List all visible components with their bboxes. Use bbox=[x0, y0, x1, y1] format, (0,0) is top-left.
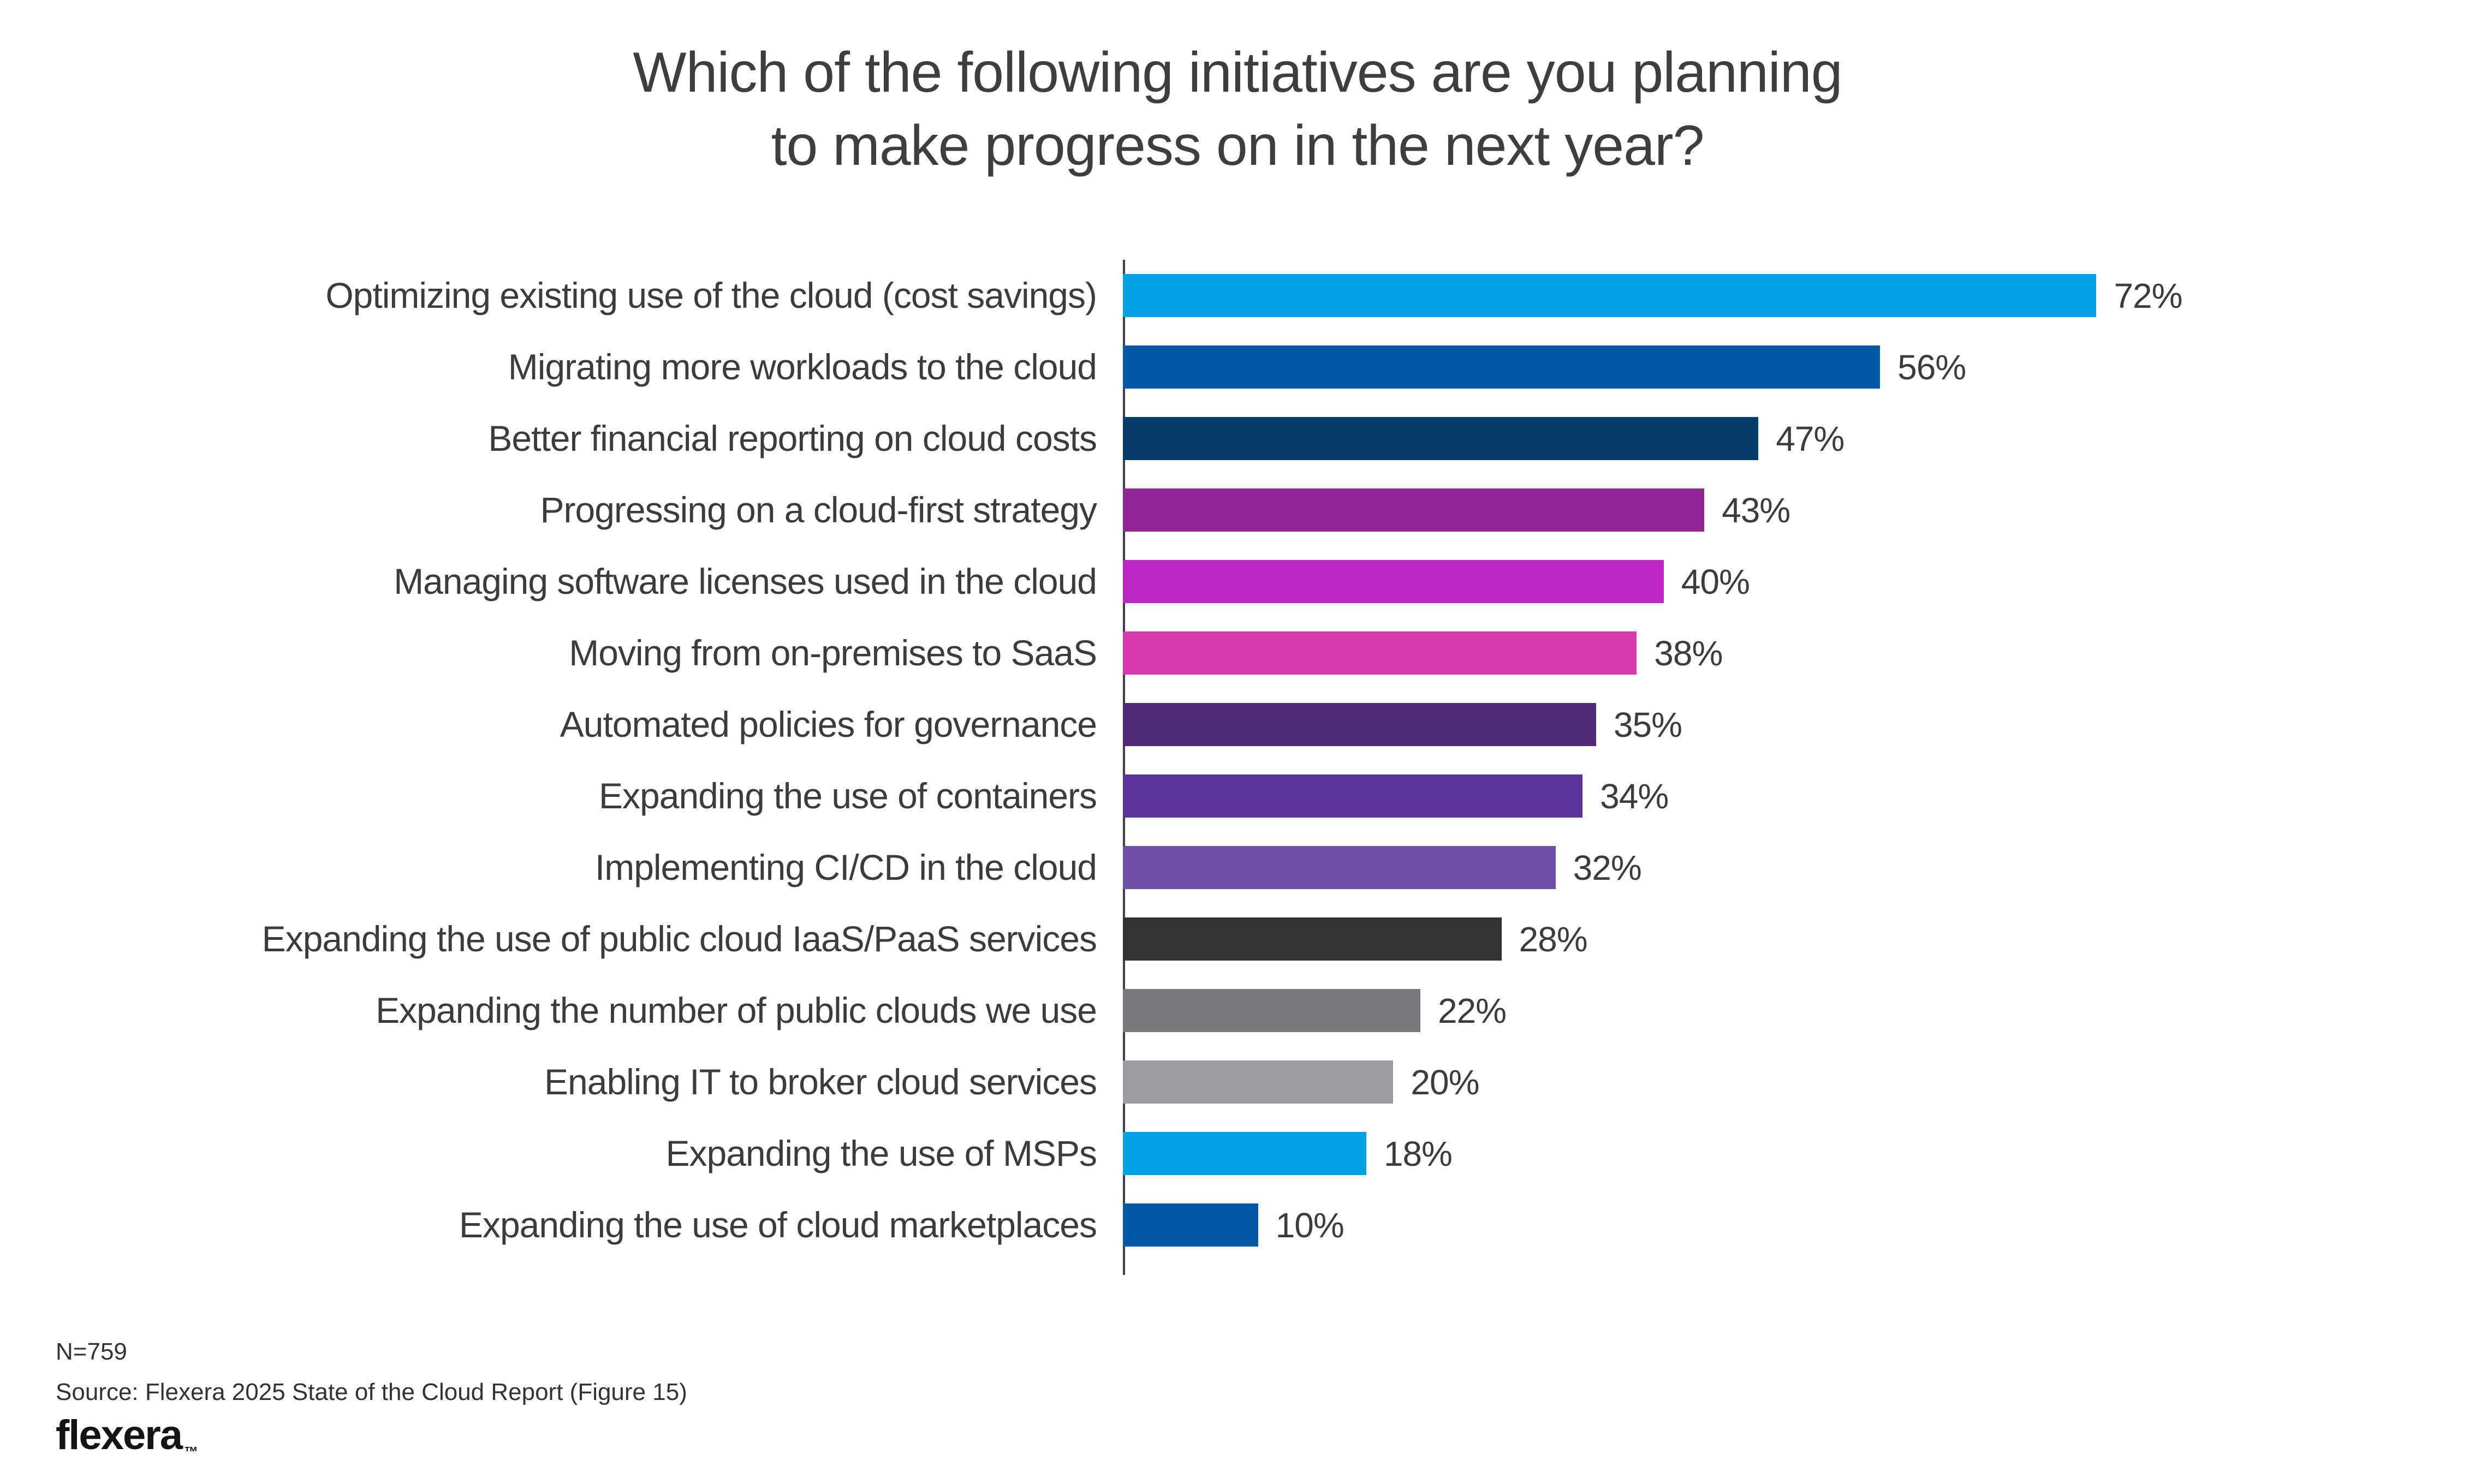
bar-cell: 43% bbox=[1123, 474, 2475, 546]
bar bbox=[1123, 631, 1637, 675]
value-label: 38% bbox=[1654, 633, 1723, 673]
value-label: 56% bbox=[1897, 347, 1966, 387]
bar-cell: 28% bbox=[1123, 903, 2475, 975]
bar bbox=[1123, 846, 1556, 889]
chart-title-line1: Which of the following initiatives are y… bbox=[633, 41, 1842, 104]
bar-row: Migrating more workloads to the cloud 56… bbox=[0, 331, 2475, 403]
value-label: 40% bbox=[1681, 562, 1750, 601]
bar-cell: 47% bbox=[1123, 403, 2475, 474]
bar-rows: Optimizing existing use of the cloud (co… bbox=[0, 260, 2475, 1261]
value-label: 22% bbox=[1437, 991, 1507, 1030]
category-label: Expanding the use of cloud marketplaces bbox=[459, 1205, 1097, 1245]
bar-row: Better financial reporting on cloud cost… bbox=[0, 403, 2475, 474]
source-note: Source: Flexera 2025 State of the Cloud … bbox=[56, 1379, 687, 1405]
bar-row: Implementing CI/CD in the cloud 32% bbox=[0, 832, 2475, 903]
bar-cell: 32% bbox=[1123, 832, 2475, 903]
value-label: 28% bbox=[1519, 919, 1588, 959]
flexera-logo: flexera ™ bbox=[56, 1411, 199, 1460]
bar-cell: 10% bbox=[1123, 1189, 2475, 1261]
category-label: Better financial reporting on cloud cost… bbox=[488, 418, 1097, 459]
bar bbox=[1123, 560, 1664, 603]
bar bbox=[1123, 417, 1759, 460]
category-label: Migrating more workloads to the cloud bbox=[508, 347, 1097, 388]
value-label: 43% bbox=[1722, 490, 1790, 530]
category-label: Managing software licenses used in the c… bbox=[394, 561, 1097, 602]
bar bbox=[1123, 989, 1420, 1032]
bar bbox=[1123, 1060, 1394, 1104]
bar bbox=[1123, 345, 1881, 389]
bar-cell: 20% bbox=[1123, 1046, 2475, 1118]
category-label: Moving from on-premises to SaaS bbox=[569, 633, 1097, 674]
bar-row: Optimizing existing use of the cloud (co… bbox=[0, 260, 2475, 331]
value-label: 47% bbox=[1776, 419, 1845, 458]
bar bbox=[1123, 774, 1583, 818]
bar-cell: 18% bbox=[1123, 1118, 2475, 1189]
value-label: 32% bbox=[1573, 848, 1642, 887]
value-label: 34% bbox=[1600, 776, 1669, 816]
category-label: Expanding the number of public clouds we… bbox=[376, 990, 1097, 1031]
bar bbox=[1123, 274, 2097, 317]
bar-cell: 40% bbox=[1123, 546, 2475, 617]
flexera-logo-text: flexera bbox=[56, 1412, 183, 1458]
y-axis-line bbox=[1123, 260, 1125, 1275]
bar-cell: 22% bbox=[1123, 975, 2475, 1046]
value-label: 10% bbox=[1275, 1205, 1344, 1245]
bar-row: Automated policies for governance 35% bbox=[0, 689, 2475, 760]
bar-row: Expanding the use of cloud marketplaces … bbox=[0, 1189, 2475, 1261]
bar-cell: 34% bbox=[1123, 760, 2475, 832]
value-label: 35% bbox=[1613, 705, 1682, 744]
category-label: Implementing CI/CD in the cloud bbox=[594, 847, 1097, 888]
chart-title: Which of the following initiatives are y… bbox=[0, 36, 2475, 182]
bar bbox=[1123, 917, 1502, 961]
bar-cell: 72% bbox=[1123, 260, 2475, 331]
bar-row: Managing software licenses used in the c… bbox=[0, 546, 2475, 617]
bar-row: Moving from on-premises to SaaS 38% bbox=[0, 617, 2475, 689]
category-label: Expanding the use of containers bbox=[599, 776, 1097, 817]
category-label: Enabling IT to broker cloud services bbox=[544, 1062, 1097, 1102]
bar-row: Expanding the use of public cloud IaaS/P… bbox=[0, 903, 2475, 975]
bar-row: Expanding the number of public clouds we… bbox=[0, 975, 2475, 1046]
bar-row: Expanding the use of MSPs 18% bbox=[0, 1118, 2475, 1189]
bar-row: Expanding the use of containers 34% bbox=[0, 760, 2475, 832]
category-label: Expanding the use of public cloud IaaS/P… bbox=[261, 919, 1097, 959]
category-label: Optimizing existing use of the cloud (co… bbox=[325, 275, 1097, 316]
bar bbox=[1123, 703, 1596, 746]
category-label: Progressing on a cloud-first strategy bbox=[540, 490, 1097, 531]
bar-cell: 35% bbox=[1123, 689, 2475, 760]
bar-row: Enabling IT to broker cloud services 20% bbox=[0, 1046, 2475, 1118]
bar-row: Progressing on a cloud-first strategy 43… bbox=[0, 474, 2475, 546]
bar-chart: Optimizing existing use of the cloud (co… bbox=[0, 260, 2475, 1275]
chart-title-line2: to make progress on in the next year? bbox=[771, 114, 1705, 177]
sample-size: N=759 bbox=[56, 1338, 127, 1365]
bar bbox=[1123, 1132, 1366, 1175]
bar-cell: 38% bbox=[1123, 617, 2475, 689]
value-label: 18% bbox=[1383, 1134, 1453, 1173]
bar bbox=[1123, 1203, 1258, 1247]
category-label: Automated policies for governance bbox=[560, 704, 1097, 745]
trademark-symbol: ™ bbox=[184, 1444, 199, 1460]
category-label: Expanding the use of MSPs bbox=[665, 1133, 1098, 1174]
bar bbox=[1123, 488, 1705, 532]
value-label: 72% bbox=[2114, 276, 2182, 315]
bar-cell: 56% bbox=[1123, 331, 2475, 403]
value-label: 20% bbox=[1411, 1062, 1479, 1102]
